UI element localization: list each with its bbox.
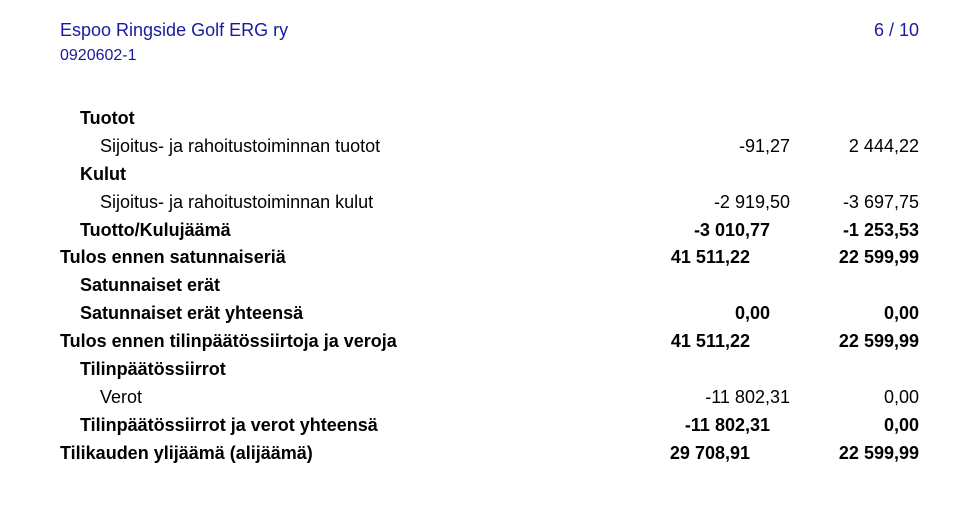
table-row: Tuotto/Kulujäämä-3 010,77-1 253,53 xyxy=(60,217,919,245)
row-label: Tilikauden ylijäämä (alijäämä) xyxy=(60,440,580,468)
row-label: Sijoitus- ja rahoitustoiminnan tuotot xyxy=(60,133,620,161)
table-row: Satunnaiset erät xyxy=(60,272,919,300)
financial-rows: TuototSijoitus- ja rahoitustoiminnan tuo… xyxy=(60,105,919,468)
row-value-1: -11 802,31 xyxy=(620,384,790,412)
table-row: Kulut xyxy=(60,161,919,189)
table-row: Verot-11 802,310,00 xyxy=(60,384,919,412)
table-row: Tuotot xyxy=(60,105,919,133)
row-value-1 xyxy=(600,105,770,133)
row-label: Tuotot xyxy=(60,105,600,133)
row-label: Tilinpäätössiirrot ja verot yhteensä xyxy=(60,412,600,440)
row-value-1 xyxy=(600,161,770,189)
row-value-1: -91,27 xyxy=(620,133,790,161)
org-code: 0920602-1 xyxy=(60,47,919,65)
page-indicator: 6 / 10 xyxy=(874,20,919,41)
table-row: Tilinpäätössiirrot ja verot yhteensä-11 … xyxy=(60,412,919,440)
row-value-1: 29 708,91 xyxy=(580,440,750,468)
row-value-1 xyxy=(600,356,770,384)
row-value-2: -1 253,53 xyxy=(770,217,919,245)
table-row: Sijoitus- ja rahoitustoiminnan tuotot-91… xyxy=(60,133,919,161)
row-value-1 xyxy=(600,272,770,300)
row-label: Kulut xyxy=(60,161,600,189)
row-value-1: -2 919,50 xyxy=(620,189,790,217)
org-title: Espoo Ringside Golf ERG ry xyxy=(60,20,288,41)
row-value-1: 0,00 xyxy=(600,300,770,328)
row-label: Tuotto/Kulujäämä xyxy=(60,217,600,245)
row-value-2: 2 444,22 xyxy=(790,133,919,161)
table-row: Sijoitus- ja rahoitustoiminnan kulut-2 9… xyxy=(60,189,919,217)
row-value-1: -11 802,31 xyxy=(600,412,770,440)
row-value-2 xyxy=(770,356,919,384)
row-value-2 xyxy=(770,272,919,300)
row-label: Satunnaiset erät xyxy=(60,272,600,300)
row-label: Tilinpäätössiirrot xyxy=(60,356,600,384)
row-value-2: 0,00 xyxy=(770,412,919,440)
row-label: Satunnaiset erät yhteensä xyxy=(60,300,600,328)
table-row: Tilinpäätössiirrot xyxy=(60,356,919,384)
row-label: Sijoitus- ja rahoitustoiminnan kulut xyxy=(60,189,620,217)
row-value-2 xyxy=(770,105,919,133)
row-value-2 xyxy=(770,161,919,189)
row-value-2: 22 599,99 xyxy=(750,440,919,468)
row-value-2: -3 697,75 xyxy=(790,189,919,217)
table-row: Tulos ennen tilinpäätössiirtoja ja veroj… xyxy=(60,328,919,356)
header-row: Espoo Ringside Golf ERG ry 6 / 10 xyxy=(60,20,919,41)
row-value-1: 41 511,22 xyxy=(580,244,750,272)
row-value-1: -3 010,77 xyxy=(600,217,770,245)
row-value-2: 22 599,99 xyxy=(750,244,919,272)
table-row: Tulos ennen satunnaiseriä41 511,2222 599… xyxy=(60,244,919,272)
document-page: Espoo Ringside Golf ERG ry 6 / 10 092060… xyxy=(0,0,959,524)
table-row: Satunnaiset erät yhteensä0,000,00 xyxy=(60,300,919,328)
row-value-2: 22 599,99 xyxy=(750,328,919,356)
row-label: Tulos ennen tilinpäätössiirtoja ja veroj… xyxy=(60,328,580,356)
row-label: Verot xyxy=(60,384,620,412)
row-label: Tulos ennen satunnaiseriä xyxy=(60,244,580,272)
table-row: Tilikauden ylijäämä (alijäämä)29 708,912… xyxy=(60,440,919,468)
row-value-2: 0,00 xyxy=(770,300,919,328)
row-value-2: 0,00 xyxy=(790,384,919,412)
row-value-1: 41 511,22 xyxy=(580,328,750,356)
